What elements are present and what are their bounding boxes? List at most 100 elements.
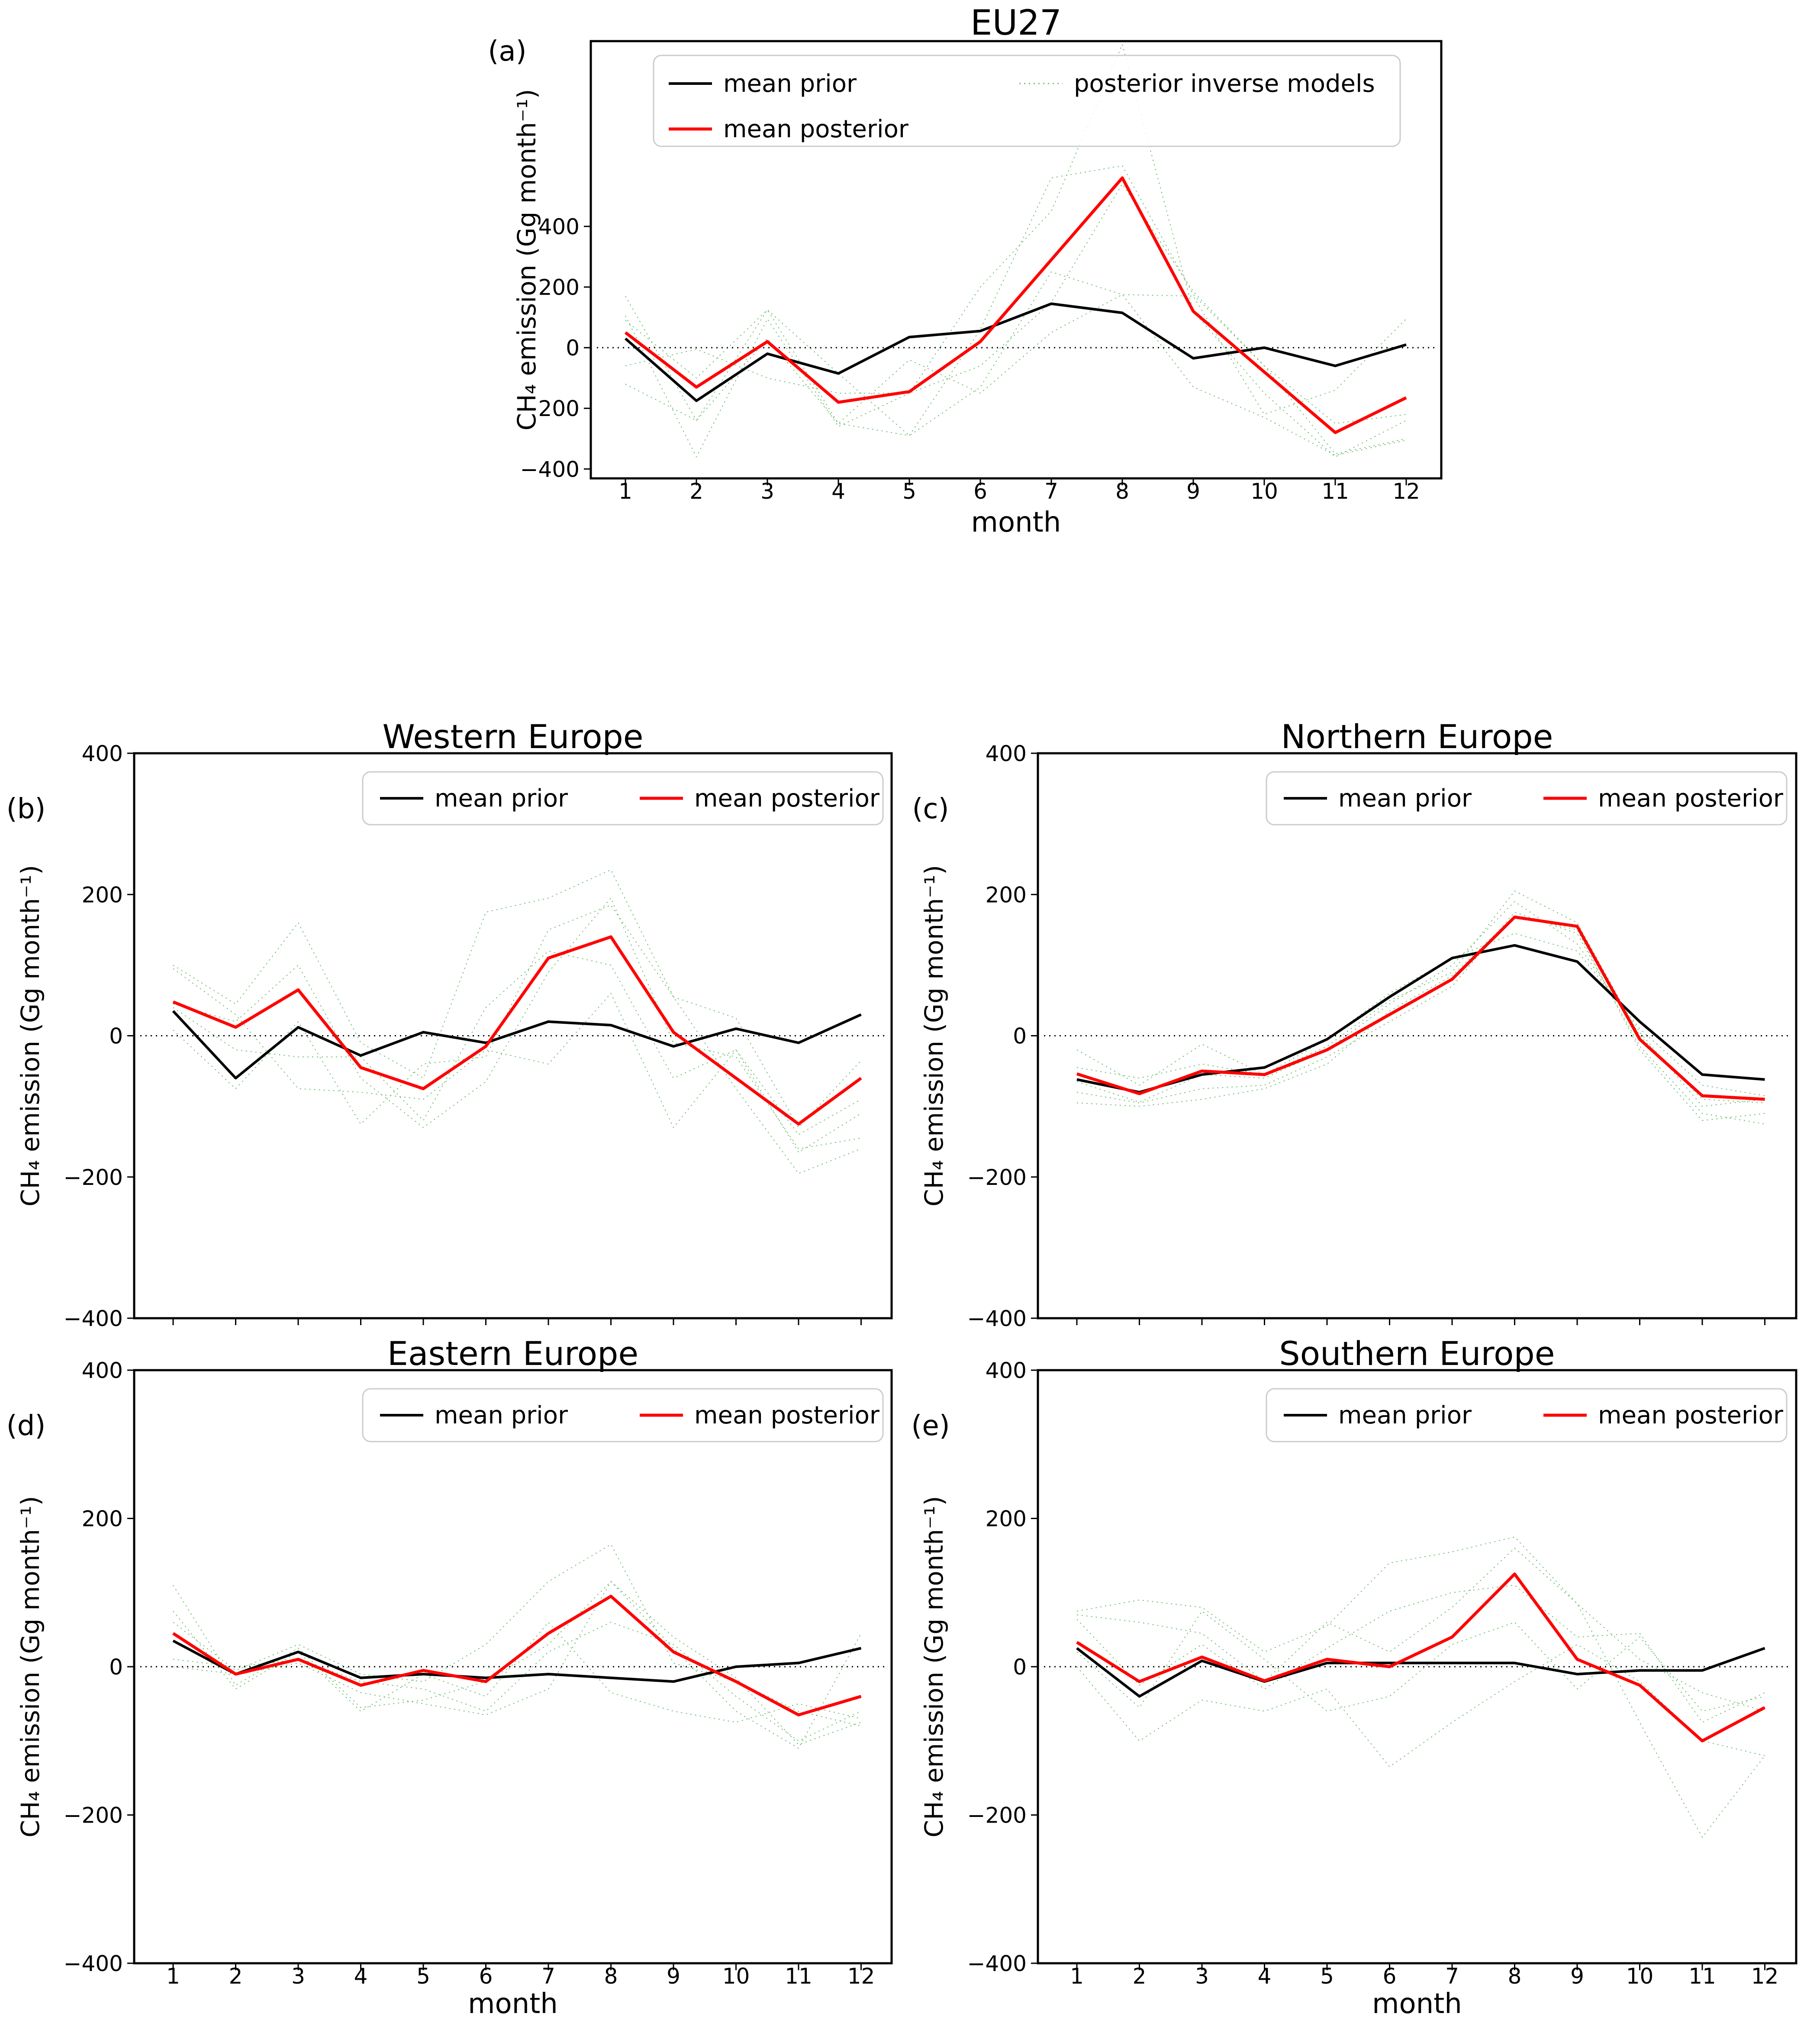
y-axis-label: CH₄ emission (Gg month⁻¹) (919, 865, 949, 1207)
posterior-inverse-model-line (173, 968, 862, 1153)
x-tick-label: 12 (847, 1964, 875, 1989)
x-tick-label: 2 (229, 1964, 243, 1989)
panel-b: 400 200 0 −200 −400 mean prior mean posterior W… (6, 717, 893, 1331)
posterior-inverse-model-line (625, 294, 1407, 424)
panel-title: Eastern Europe (387, 1334, 638, 1373)
y-tick-label: 0 (109, 1024, 123, 1049)
mean-prior-line (1076, 1647, 1765, 1698)
legend-label: mean posterior (694, 1401, 880, 1429)
x-tick-label: 8 (1115, 479, 1129, 504)
posterior-inverse-model-line (173, 869, 861, 1174)
posterior-inverse-model-line (1076, 1536, 1765, 1712)
posterior-inverse-model-line (173, 950, 861, 1135)
x-tick-label: 5 (416, 1964, 430, 1989)
panel-letter: (b) (6, 793, 46, 825)
posterior-inverse-model-line (173, 1622, 861, 1742)
mean-posterior-line (1076, 1572, 1766, 1742)
axes-frame (1037, 1369, 1797, 1965)
y-tick-label: 0 (1013, 1024, 1027, 1049)
x-tick-label: 6 (973, 479, 987, 504)
posterior-inverse-model-line (173, 897, 861, 1149)
y-tick-label: 200 (82, 882, 123, 907)
axes-frame (1037, 752, 1797, 1320)
mean-prior-line (172, 1639, 862, 1683)
x-tick-label: 6 (479, 1964, 493, 1989)
legend: mean prior mean posterior (362, 771, 884, 826)
posterior-inverse-model-line (1076, 901, 1765, 1107)
x-axis-label: month (1372, 1988, 1462, 2020)
y-tick-label: −400 (64, 1306, 123, 1331)
panel-c: 400 200 0 −200 −400 mean prior mean posterior N… (912, 717, 1797, 1331)
posterior-inverse-model-line (173, 904, 862, 1128)
x-tick-label: 11 (785, 1964, 812, 1989)
posterior-inverse-model-line (173, 1544, 861, 1726)
y-axis-label: CH₄ emission (Gg month⁻¹) (512, 89, 541, 431)
legend: mean prior mean posterior (362, 1388, 884, 1442)
y-tick-label: 400 (82, 741, 123, 766)
mean-posterior-line (172, 1594, 862, 1716)
legend-label: mean prior (1338, 1401, 1472, 1429)
panel-title: Southern Europe (1279, 1334, 1555, 1373)
x-tick-label: 12 (1392, 479, 1420, 504)
panel-title: Western Europe (382, 717, 643, 756)
x-tick-label: 4 (354, 1964, 368, 1989)
posterior-inverse-model-line (1076, 912, 1765, 1125)
x-tick-label: 4 (831, 479, 845, 504)
x-tick-label: 12 (1751, 1964, 1779, 1989)
x-tick-label: 7 (1445, 1964, 1459, 1989)
series-group (1076, 1536, 1766, 1838)
posterior-inverse-model-line (1076, 915, 1765, 1121)
x-tick-label: 8 (1508, 1964, 1522, 1989)
x-tick-label: 11 (1688, 1964, 1716, 1989)
x-tick-label: 10 (1626, 1964, 1654, 1989)
legend-box (362, 1388, 884, 1442)
legend-label: mean posterior (694, 784, 880, 813)
y-tick-label: 400 (538, 214, 580, 239)
legend-label: mean posterior (1598, 784, 1784, 813)
y-tick-label: 200 (82, 1507, 123, 1532)
y-axis-label: CH₄ emission (Gg month⁻¹) (16, 1496, 45, 1838)
y-tick-label: −200 (64, 1165, 123, 1190)
x-tick-label: 3 (291, 1964, 305, 1989)
panel-title: Northern Europe (1281, 717, 1553, 756)
x-tick-label: 6 (1383, 1964, 1397, 1989)
x-tick-label: 7 (541, 1964, 555, 1989)
legend-box (1266, 1388, 1788, 1442)
mean-posterior-line (624, 176, 1407, 434)
posterior-inverse-model-line (625, 44, 1407, 458)
legend-box (1266, 771, 1788, 826)
y-tick-label: 0 (109, 1655, 123, 1680)
legend: mean prior mean posterior (1266, 1388, 1788, 1442)
x-tick-label: 3 (760, 479, 774, 504)
posterior-inverse-model-line (173, 1610, 861, 1723)
y-tick-label: 200 (986, 1507, 1027, 1532)
series-group (172, 1544, 862, 1749)
legend-box (362, 771, 884, 826)
x-tick-label: 1 (1070, 1964, 1084, 1989)
x-tick-label: 5 (902, 479, 916, 504)
y-tick-label: 0 (1013, 1655, 1027, 1680)
panel-letter: (c) (912, 793, 949, 825)
series-group (624, 44, 1407, 458)
y-tick-label: −400 (520, 457, 580, 482)
legend: mean prior mean posterior (1266, 771, 1788, 826)
x-tick-label: 7 (1044, 479, 1058, 504)
x-axis-label: month (468, 1988, 558, 2020)
y-tick-label: 400 (986, 1358, 1027, 1383)
panel-letter: (d) (6, 1410, 46, 1442)
y-tick-label: 400 (82, 1358, 123, 1383)
legend-box (653, 55, 1401, 147)
x-tick-label: 3 (1195, 1964, 1209, 1989)
y-axis-label: CH₄ emission (Gg month⁻¹) (16, 865, 45, 1207)
series-group (172, 869, 862, 1174)
axes-frame (589, 40, 1443, 480)
y-tick-label: 400 (986, 741, 1027, 766)
posterior-inverse-model-line (1076, 1548, 1765, 1838)
y-tick-label: −200 (520, 396, 580, 421)
y-tick-label: −400 (64, 1951, 123, 1976)
y-tick-label: −400 (967, 1951, 1027, 1976)
